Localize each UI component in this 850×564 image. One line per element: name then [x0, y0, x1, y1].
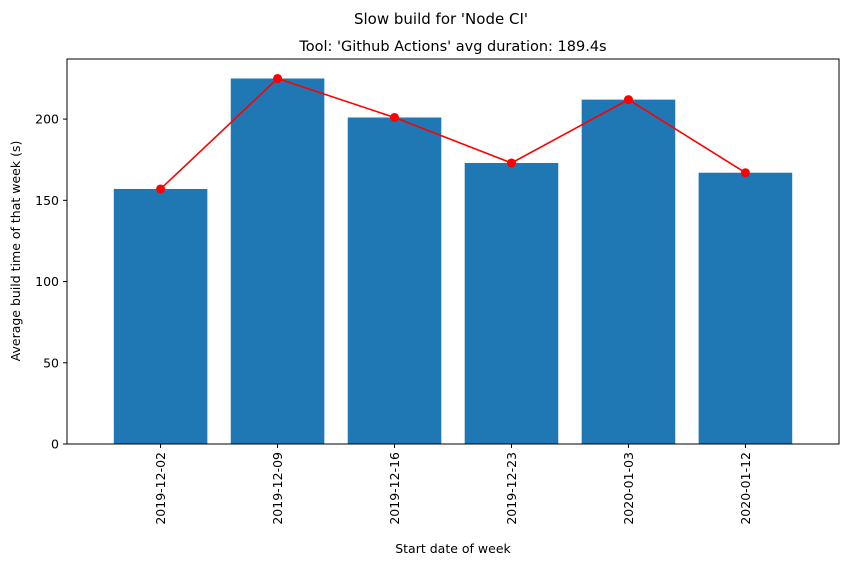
chart-title: Tool: 'Github Actions' avg duration: 189…: [298, 39, 606, 55]
trend-point-2019-12-09: [273, 73, 283, 83]
x-tick-label-2019-12-09: 2019-12-09: [270, 452, 285, 525]
chart-suptitle: Slow build for 'Node CI': [354, 10, 528, 28]
bar-2019-12-16: [347, 117, 442, 444]
bar-2019-12-02: [113, 188, 208, 444]
trend-line: [160, 77, 746, 190]
y-axis-label: Average build time of that week (s): [8, 141, 23, 362]
trend-point-2019-12-02: [156, 184, 166, 194]
y-tick-label-200: 200: [35, 112, 59, 127]
trend-point-2019-12-16: [390, 112, 400, 122]
axes-frame: [66, 58, 840, 445]
x-tick-label-2019-12-23: 2019-12-23: [504, 452, 519, 525]
bar-2020-01-03: [581, 99, 676, 444]
y-tick-label-100: 100: [35, 274, 59, 289]
trend-point-2020-01-12: [740, 168, 750, 178]
bar-2019-12-09: [230, 78, 325, 445]
plot-area: 0 50 100 150 200 2019-12-02 2019-12-09 2019-12-…: [35, 58, 840, 525]
x-tick-label-2020-01-03: 2020-01-03: [621, 452, 636, 525]
x-tick-label-2020-01-12: 2020-01-12: [738, 452, 753, 525]
x-axis-label: Start date of week: [395, 541, 511, 556]
trend-point-2020-01-03: [623, 95, 633, 105]
y-tick-label-0: 0: [51, 437, 59, 452]
bar-2020-01-12: [698, 172, 793, 444]
x-tick-label-2019-12-16: 2019-12-16: [387, 452, 402, 525]
y-tick-label-150: 150: [35, 193, 59, 208]
y-tick-label-50: 50: [43, 355, 59, 370]
trend-point-2019-12-23: [506, 158, 516, 168]
bar-2019-12-23: [464, 162, 559, 444]
x-tick-label-2019-12-02: 2019-12-02: [153, 452, 168, 525]
